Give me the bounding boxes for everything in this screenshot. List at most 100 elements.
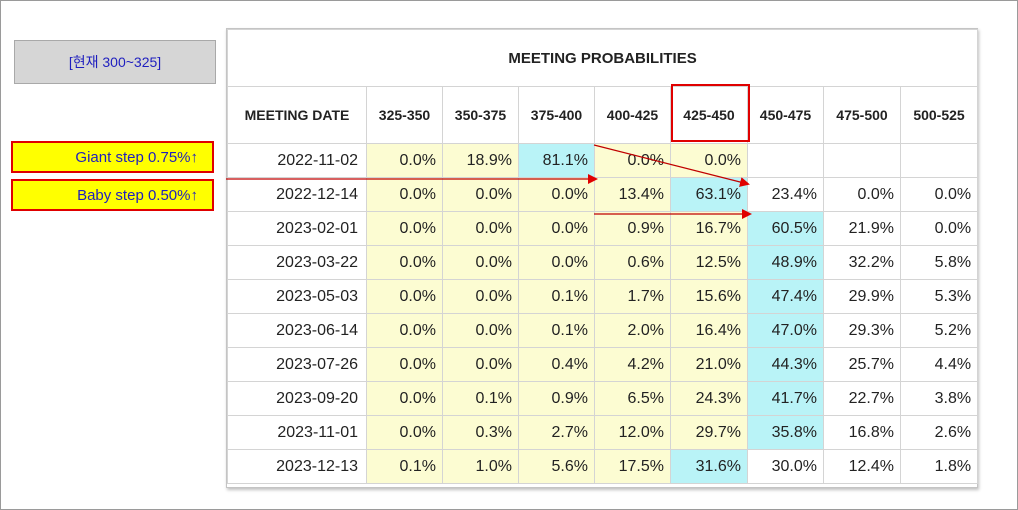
column-header-500-525: 500-525 [899, 86, 979, 144]
probability-cell: 18.9% [442, 143, 519, 178]
meeting-date-cell: 2022-12-14 [227, 177, 367, 212]
probability-cell: 44.3% [747, 347, 824, 382]
probability-cell: 81.1% [518, 143, 595, 178]
probability-cell: 22.7% [823, 381, 901, 416]
probability-cell: 0.0% [899, 211, 979, 246]
probability-cell: 0.1% [442, 381, 519, 416]
probability-cell: 0.1% [518, 313, 595, 348]
probability-cell: 0.0% [366, 245, 443, 280]
probability-cell: 12.5% [670, 245, 748, 280]
probability-cell: 0.0% [366, 313, 443, 348]
meeting-date-cell: 2023-03-22 [227, 245, 367, 280]
probability-cell: 2.6% [899, 415, 979, 450]
probability-cell: 29.7% [670, 415, 748, 450]
probability-cell: 17.5% [594, 449, 671, 484]
probability-cell: 48.9% [747, 245, 824, 280]
probability-cell: 30.0% [747, 449, 824, 484]
probability-cell: 1.0% [442, 449, 519, 484]
probability-cell: 5.6% [518, 449, 595, 484]
probability-cell: 15.6% [670, 279, 748, 314]
probability-cell: 5.8% [899, 245, 979, 280]
meeting-probabilities-table: MEETING PROBABILITIES MEETING DATE 325-35… [226, 28, 979, 488]
probability-cell: 12.0% [594, 415, 671, 450]
column-header-400-425: 400-425 [594, 86, 671, 144]
probability-cell: 0.0% [442, 211, 519, 246]
probability-cell: 1.8% [899, 449, 979, 484]
table-row: 2023-06-14 0.0% 0.0% 0.1% 2.0% 16.4% 47.0% 29.3… [227, 313, 979, 348]
probability-cell: 29.3% [823, 313, 901, 348]
probability-cell: 21.9% [823, 211, 901, 246]
probability-cell: 31.6% [670, 449, 748, 484]
column-header-450-475: 450-475 [747, 86, 824, 144]
probability-cell: 0.4% [518, 347, 595, 382]
table-row: 2023-07-26 0.0% 0.0% 0.4% 4.2% 21.0% 44.3% 25.7… [227, 347, 979, 382]
probability-cell: 0.3% [442, 415, 519, 450]
probability-cell: 32.2% [823, 245, 901, 280]
table-row: 2023-09-20 0.0% 0.1% 0.9% 6.5% 24.3% 41.7% 22.7… [227, 381, 979, 416]
probability-cell: 25.7% [823, 347, 901, 382]
probability-cell: 4.4% [899, 347, 979, 382]
column-header-375-400: 375-400 [518, 86, 595, 144]
probability-cell: 16.4% [670, 313, 748, 348]
probability-cell: 21.0% [670, 347, 748, 382]
probability-cell: 0.6% [594, 245, 671, 280]
probability-table: MEETING PROBABILITIES MEETING DATE 325-35… [226, 29, 979, 484]
probability-cell: 0.0% [366, 347, 443, 382]
column-header-475-500: 475-500 [823, 86, 901, 144]
probability-cell: 63.1% [670, 177, 748, 212]
meeting-date-cell: 2023-02-01 [227, 211, 367, 246]
probability-cell [747, 143, 824, 178]
table-row: 2023-05-03 0.0% 0.0% 0.1% 1.7% 15.6% 47.4% 29.9… [227, 279, 979, 314]
probability-cell: 24.3% [670, 381, 748, 416]
probability-cell: 0.0% [366, 279, 443, 314]
probability-cell: 0.0% [366, 381, 443, 416]
meeting-date-cell: 2023-05-03 [227, 279, 367, 314]
probability-cell: 12.4% [823, 449, 901, 484]
probability-cell: 5.2% [899, 313, 979, 348]
probability-cell: 23.4% [747, 177, 824, 212]
probability-cell: 29.9% [823, 279, 901, 314]
probability-cell: 5.3% [899, 279, 979, 314]
probability-cell: 0.1% [366, 449, 443, 484]
probability-cell: 35.8% [747, 415, 824, 450]
probability-cell: 0.1% [518, 279, 595, 314]
probability-cell: 2.7% [518, 415, 595, 450]
probability-cell: 3.8% [899, 381, 979, 416]
column-header-425-450: 425-450 [670, 86, 748, 144]
probability-cell: 0.0% [442, 177, 519, 212]
baby-step-label: Baby step 0.50%↑ [11, 179, 214, 211]
meeting-date-cell: 2023-07-26 [227, 347, 367, 382]
probability-cell: 13.4% [594, 177, 671, 212]
meeting-date-cell: 2023-11-01 [227, 415, 367, 450]
table-title: MEETING PROBABILITIES [226, 29, 979, 87]
table-row: 2023-12-13 0.1% 1.0% 5.6% 17.5% 31.6% 30.0% 12.… [227, 449, 979, 484]
probability-cell: 0.0% [366, 415, 443, 450]
table-row: 2023-03-22 0.0% 0.0% 0.0% 0.6% 12.5% 48.9% 32.2… [227, 245, 979, 280]
meeting-date-cell: 2023-12-13 [227, 449, 367, 484]
probability-cell: 0.0% [442, 245, 519, 280]
probability-cell: 0.0% [518, 211, 595, 246]
table-row: 2022-11-02 0.0% 18.9% 81.1% 0.0% 0.0% [227, 143, 979, 178]
probability-cell: 0.0% [594, 143, 671, 178]
probability-cell: 0.0% [366, 177, 443, 212]
column-header-325-350: 325-350 [366, 86, 443, 144]
probability-cell: 0.0% [442, 279, 519, 314]
probability-cell: 0.0% [670, 143, 748, 178]
column-header-meeting-date: MEETING DATE [227, 86, 367, 144]
table-row: 2023-02-01 0.0% 0.0% 0.0% 0.9% 16.7% 60.5% 21.9… [227, 211, 979, 246]
table-row: 2023-11-01 0.0% 0.3% 2.7% 12.0% 29.7% 35.8% 16.… [227, 415, 979, 450]
table-row: 2022-12-14 0.0% 0.0% 0.0% 13.4% 63.1% 23.4% 0.0… [227, 177, 979, 212]
probability-cell: 47.0% [747, 313, 824, 348]
probability-cell: 0.0% [518, 177, 595, 212]
probability-cell: 41.7% [747, 381, 824, 416]
current-rate-label: [현재 300~325] [14, 40, 216, 84]
probability-cell: 0.0% [442, 313, 519, 348]
probability-cell: 6.5% [594, 381, 671, 416]
probability-cell: 0.0% [366, 211, 443, 246]
probability-cell: 4.2% [594, 347, 671, 382]
column-header-350-375: 350-375 [442, 86, 519, 144]
probability-cell: 0.0% [366, 143, 443, 178]
probability-cell: 0.0% [899, 177, 979, 212]
probability-cell: 0.9% [594, 211, 671, 246]
giant-step-label: Giant step 0.75%↑ [11, 141, 214, 173]
